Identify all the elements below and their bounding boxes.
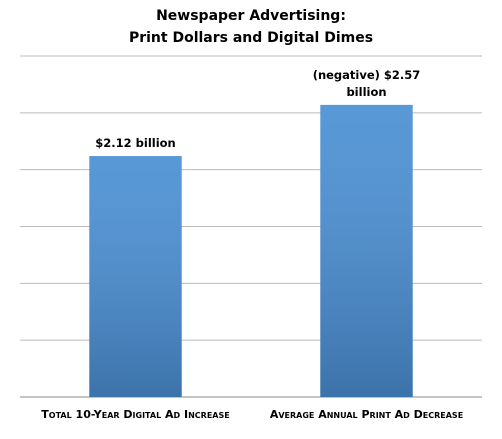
x-tick-label: Average Annual Print Ad Decrease <box>270 408 463 421</box>
data-label: $2.12 billion <box>95 136 176 151</box>
chart-title: Newspaper Advertising: <box>156 8 346 24</box>
x-tick-label: Total 10-Year Digital Ad Increase <box>41 408 229 421</box>
bar <box>89 156 182 397</box>
data-label: (negative) $2.57 billion <box>312 67 421 99</box>
chart-title: Print Dollars and Digital Dimes <box>129 30 373 46</box>
bar <box>320 104 413 398</box>
